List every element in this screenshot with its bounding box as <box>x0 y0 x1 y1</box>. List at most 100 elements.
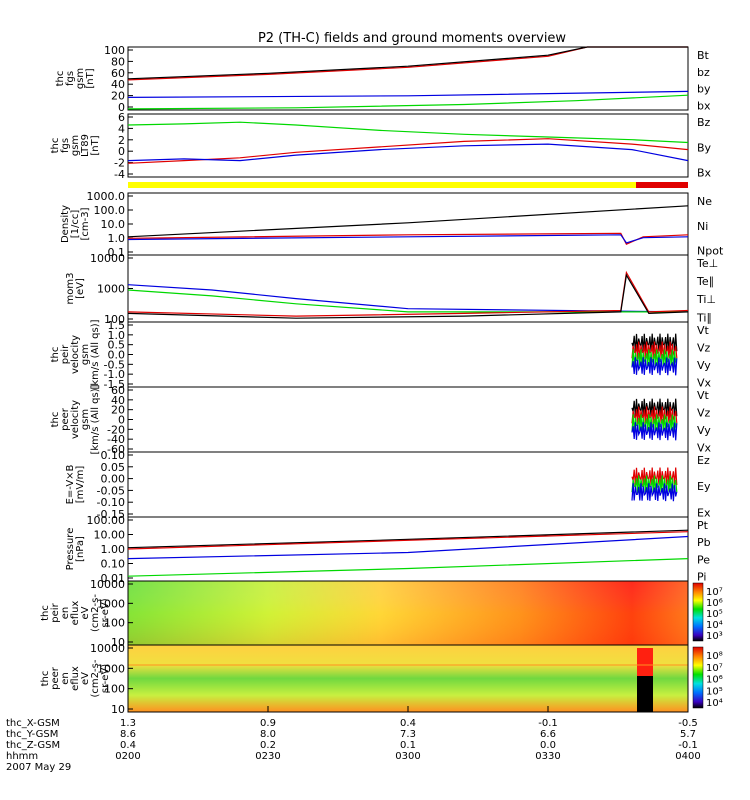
y-tick-label: 4 <box>118 122 125 135</box>
y-tick-label: 10000 <box>90 642 125 655</box>
y-axis-label: eV <box>80 672 91 685</box>
y-tick-label: 100 <box>104 44 125 57</box>
y-axis-label: [cm-3] <box>80 207 91 240</box>
y-tick-label: 1000 <box>97 662 125 675</box>
y-tick-label: 0 <box>118 101 125 114</box>
y-tick-label: 0.01 <box>101 572 126 585</box>
y-tick-label: 0 <box>118 414 125 427</box>
legend-entry: Vy <box>697 424 711 437</box>
x-row-value: 8.6 <box>120 729 136 740</box>
legend-entry: By <box>697 141 712 154</box>
colorbar-tick-label: 10⁷ <box>706 587 723 598</box>
chart-title: P2 (TH-C) fields and ground moments over… <box>258 31 566 46</box>
x-row-value: 0230 <box>255 751 280 762</box>
x-row-label: thc_Z-GSM <box>6 740 60 751</box>
legend-entry: Vz <box>697 406 711 419</box>
legend-entry: Bz <box>697 116 711 129</box>
y-tick-label: 1.0 <box>108 329 126 342</box>
y-axis-label: Density <box>60 205 71 243</box>
series-noise <box>631 357 678 376</box>
spectrogram-shading <box>128 581 688 645</box>
y-tick-label: 100.00 <box>87 514 126 527</box>
colorbar-tick-label: 10⁴ <box>706 620 723 631</box>
series-line <box>127 289 688 313</box>
legend-entry: Pt <box>697 519 709 532</box>
y-tick-label: 10000 <box>90 252 125 265</box>
legend-entry: Te∥ <box>696 275 714 288</box>
y-axis-label: peir <box>50 602 61 622</box>
y-tick-label: 1000.0 <box>87 190 126 203</box>
y-axis-label: peer <box>60 407 71 431</box>
y-tick-label: 100 <box>104 313 125 326</box>
legend-entry: Vx <box>697 376 712 389</box>
legend-entry: bz <box>697 66 710 79</box>
x-row-value: 0330 <box>535 751 560 762</box>
y-axis-label: gsm <box>80 344 91 365</box>
y-axis-label: sr-eV) <box>100 598 111 627</box>
y-tick-label: 10000 <box>90 578 125 591</box>
y-tick-label: 0.05 <box>101 461 126 474</box>
series-line <box>127 234 689 244</box>
y-tick-label: -0.15 <box>97 508 125 521</box>
x-row-value: -0.1 <box>678 740 698 751</box>
series-noise <box>631 422 678 441</box>
y-tick-label: -4 <box>114 168 125 181</box>
colorbar-tick-label: 10³ <box>706 631 723 642</box>
y-tick-label: 1000 <box>97 597 125 610</box>
y-tick-label: 80 <box>111 55 125 68</box>
legend-entry: Ez <box>697 454 710 467</box>
quality-bar-bad <box>636 182 688 188</box>
panel-frame <box>127 516 689 582</box>
y-axis-label: [1/cc] <box>70 210 81 239</box>
y-axis-label: peer <box>50 666 61 690</box>
legend-entry: Pb <box>697 536 711 549</box>
y-axis-label: eflux <box>70 666 81 691</box>
series-line <box>127 46 688 80</box>
y-axis-label: gsm <box>70 135 81 156</box>
y-axis-label: Pressure <box>65 528 76 571</box>
y-tick-label: -0.10 <box>97 496 125 509</box>
y-axis-label: en <box>60 672 71 685</box>
legend-entry: Ex <box>697 506 711 519</box>
y-axis-label: thc <box>50 412 61 428</box>
y-tick-label: -0.5 <box>104 358 125 371</box>
colorbar-tick-label: 10⁶ <box>706 675 723 686</box>
series-line <box>127 121 689 144</box>
series-line <box>127 270 689 317</box>
x-row-label: thc_X-GSM <box>6 718 60 729</box>
x-row-value: 5.7 <box>680 729 696 740</box>
y-axis-label: gsm <box>75 68 86 89</box>
x-row-value: 7.3 <box>400 729 416 740</box>
y-axis-label: E=-V×B <box>65 464 76 504</box>
y-axis-label: [mV/m] <box>75 466 86 504</box>
y-tick-label: 10.0 <box>101 218 126 231</box>
legend-entry: Bx <box>697 167 712 180</box>
series-line <box>127 535 689 560</box>
x-row-value: 0200 <box>115 751 140 762</box>
y-axis-label: thc <box>40 671 51 687</box>
y-tick-label: -20 <box>107 423 125 436</box>
panel-frame <box>127 386 689 453</box>
x-row-value: 1.3 <box>120 718 136 729</box>
y-axis-label: thc <box>50 347 61 363</box>
quality-bar-good <box>128 182 636 188</box>
colorbar-tick-label: 10⁸ <box>706 651 723 662</box>
panel-frame <box>127 46 689 111</box>
y-axis-label: (cm2-s- <box>90 659 101 697</box>
panel-7: 0.100.050.00-0.05-0.10-0.15 E=-V×B [mV/m] E… <box>65 449 711 521</box>
legend-entry: Npot <box>697 245 724 258</box>
legend-entry: Vx <box>697 441 712 454</box>
series-line <box>127 529 689 549</box>
series-noise <box>631 475 678 494</box>
y-tick-label: 1.5 <box>108 319 126 332</box>
y-axis-label: [nPa] <box>75 536 86 562</box>
y-tick-label: -1.0 <box>104 368 125 381</box>
y-tick-label: -40 <box>107 433 125 446</box>
